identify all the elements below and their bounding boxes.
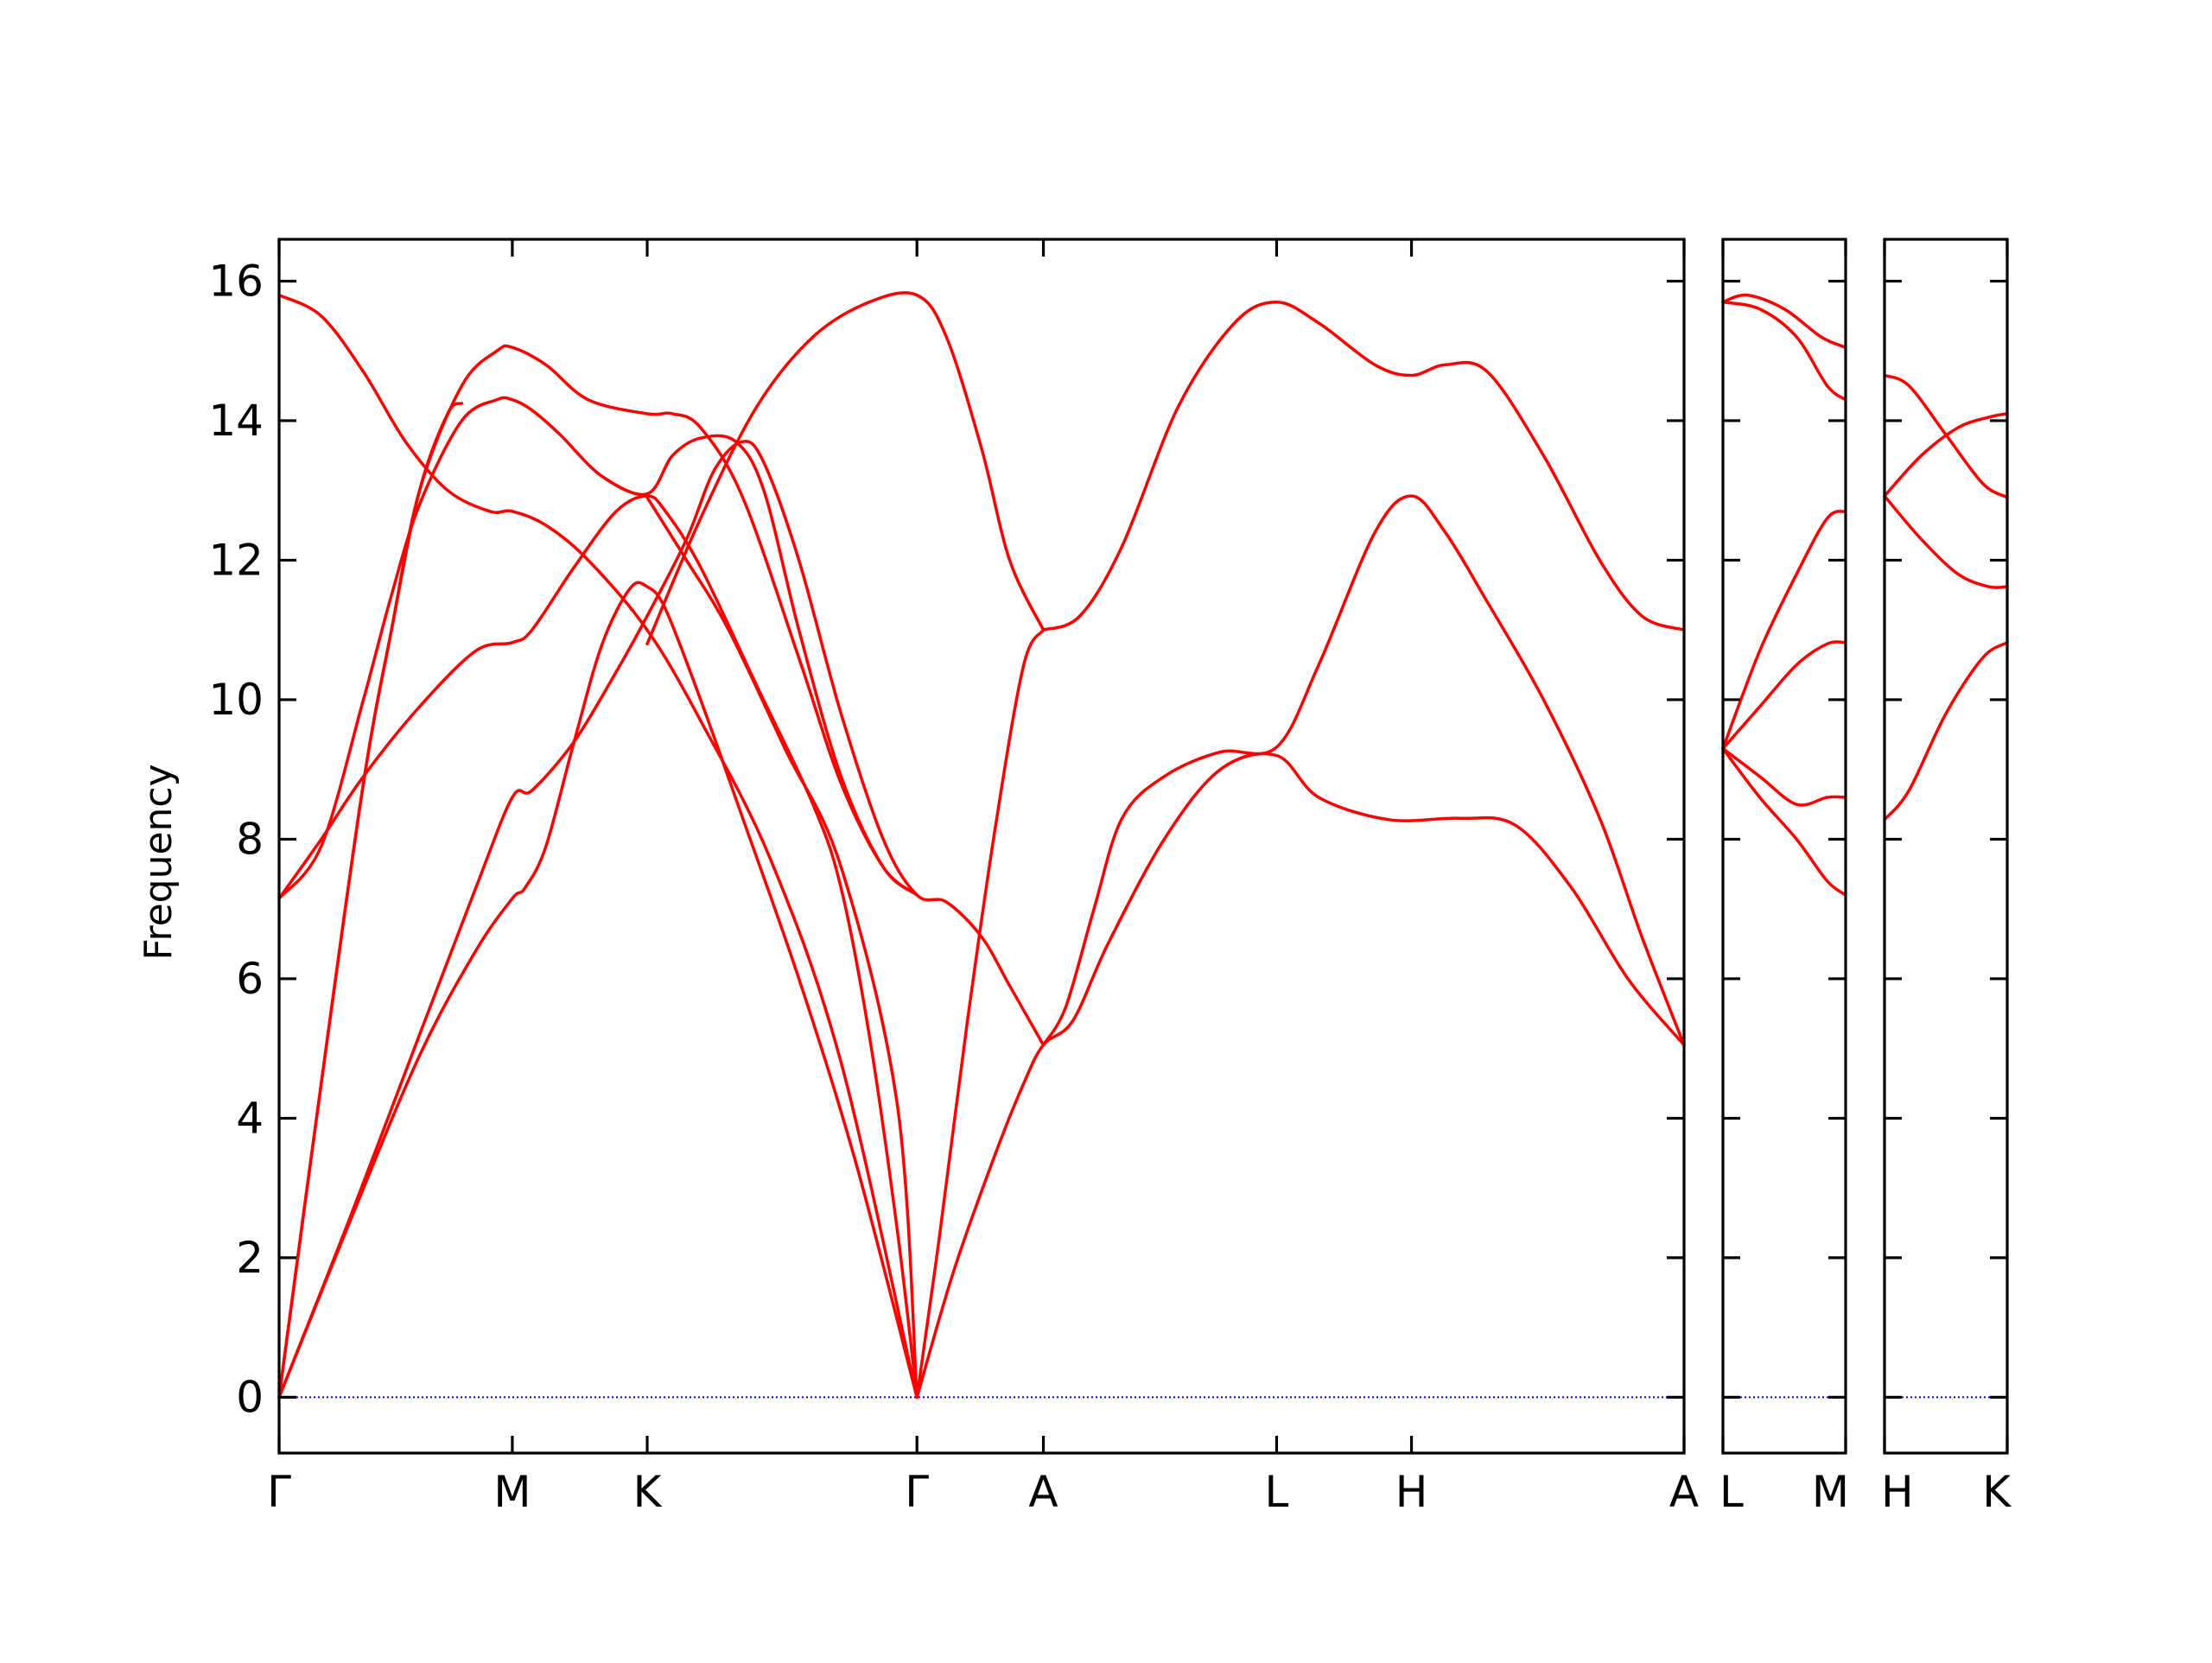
y-tick-label: 8 xyxy=(236,814,264,864)
band-line-main-10 xyxy=(915,628,1046,1400)
band-line-main-5 xyxy=(277,293,918,1400)
y-axis-label: Frequency xyxy=(137,764,181,960)
x-tick-label: K xyxy=(1982,1467,2012,1517)
band-line-main-6 xyxy=(277,344,918,1400)
y-tick-label: 0 xyxy=(236,1372,264,1422)
x-tick-label: H xyxy=(1881,1467,1914,1517)
y-tick-label: 12 xyxy=(208,535,264,585)
band-line-main-4 xyxy=(277,396,918,900)
band-line-L-M-5 xyxy=(1721,300,1847,402)
band-line-main-1 xyxy=(277,581,918,1400)
x-tick-label: A xyxy=(1028,1467,1058,1517)
panel-frame xyxy=(1883,238,2009,1455)
band-line-L-M-6 xyxy=(1721,293,1847,349)
band-line-main-11 xyxy=(915,752,1686,1400)
band-line-L-M-4 xyxy=(1721,510,1847,751)
band-line-L-M-2 xyxy=(1721,746,1847,897)
x-tick-label: L xyxy=(1265,1467,1289,1517)
band-line-H-K-1 xyxy=(1883,640,2009,822)
panel-main: Γ M K Γ A L H A 0 2 4 6 8 10 12 14 16 xyxy=(208,238,1699,1517)
band-line-H-K-4 xyxy=(1883,373,2009,499)
x-tick-label: H xyxy=(1395,1467,1428,1517)
x-tick-label: Γ xyxy=(905,1467,929,1517)
band-line-H-K-2 xyxy=(1883,494,2009,589)
x-tick-label: A xyxy=(1669,1467,1699,1517)
y-tick-label: 14 xyxy=(208,396,264,446)
band-line-main-12 xyxy=(1041,494,1686,1047)
band-line-main-3 xyxy=(277,494,918,1400)
panel-frame xyxy=(1721,238,1847,1455)
band-line-main-7 xyxy=(277,402,464,1400)
x-tick-label: K xyxy=(633,1467,663,1517)
band-line-main-9 xyxy=(645,291,1046,646)
band-line-H-K-3 xyxy=(1883,412,2009,498)
y-tick-label: 10 xyxy=(208,675,264,725)
band-line-main-13 xyxy=(1041,300,1686,632)
y-tick-label: 2 xyxy=(236,1233,264,1283)
y-tick-label: 6 xyxy=(236,954,264,1004)
x-tick-label: M xyxy=(493,1467,531,1517)
y-tick-label: 4 xyxy=(236,1093,264,1143)
x-tick-label: L xyxy=(1719,1467,1744,1517)
band-line-main-8 xyxy=(645,496,918,1400)
y-tick-label: 16 xyxy=(208,256,264,306)
x-tick-label: M xyxy=(1812,1467,1849,1517)
x-tick-label: Γ xyxy=(267,1467,291,1517)
panel-frame xyxy=(277,238,1686,1455)
band-line-L-M-1 xyxy=(1721,746,1847,807)
band-line-L-M-3 xyxy=(1721,640,1847,751)
